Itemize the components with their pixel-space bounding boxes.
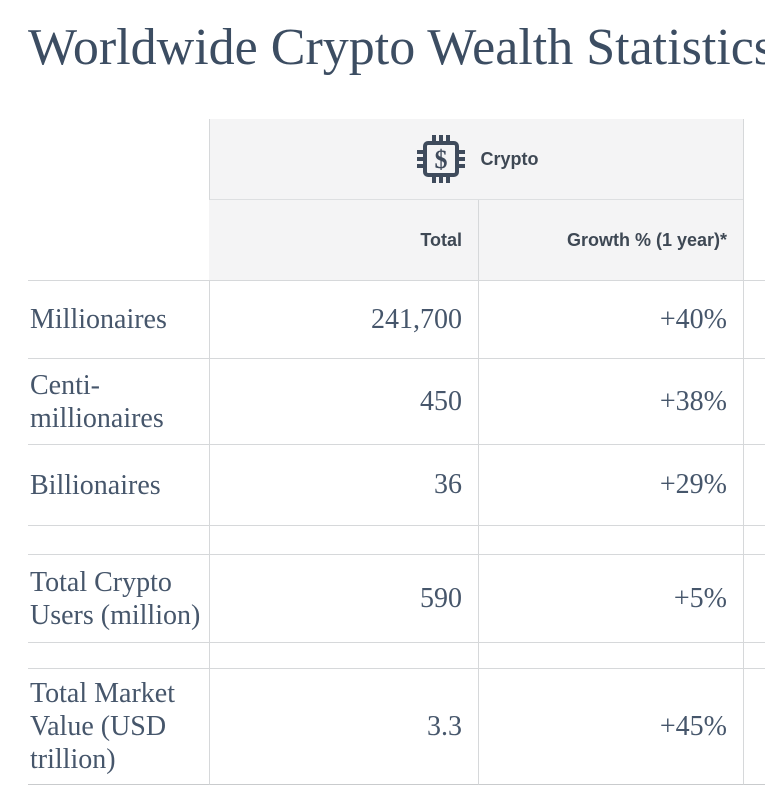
svg-text:$: $: [434, 145, 447, 174]
row-label-crypto-users: Total Crypto Users (million): [28, 554, 209, 642]
total-crypto-users: 590: [209, 554, 478, 642]
column-header-total: Total: [209, 200, 478, 280]
spacer-row: [209, 642, 478, 668]
clipped-next-column: [743, 525, 765, 554]
growth-crypto-users: +5%: [478, 554, 743, 642]
clipped-next-column: [743, 358, 765, 444]
crypto-wealth-table: $ Crypto Total Growth % (1 year)* Millio…: [28, 119, 765, 785]
growth-market-value: +45%: [478, 668, 743, 785]
growth-billionaires: +29%: [478, 444, 743, 525]
total-millionaires: 241,700: [209, 280, 478, 358]
spacer-row: [209, 525, 478, 554]
crypto-group-header: $ Crypto: [209, 119, 743, 200]
column-header-growth: Growth % (1 year)*: [478, 200, 743, 280]
page-title: Worldwide Crypto Wealth Statistics: [28, 19, 765, 76]
clipped-next-column: [743, 444, 765, 525]
row-label-billionaires: Billionaires: [28, 444, 209, 525]
subheader-empty-cell: [28, 200, 209, 280]
clipped-next-column: [743, 200, 765, 280]
clipped-next-column: [743, 642, 765, 668]
crypto-group-label: Crypto: [480, 148, 539, 169]
clipped-next-column: [743, 119, 765, 200]
spacer-row: [28, 525, 209, 554]
clipped-next-column: [743, 668, 765, 785]
clipped-next-column: [743, 554, 765, 642]
total-billionaires: 36: [209, 444, 478, 525]
row-label-market-value: Total Market Value (USD trillion): [28, 668, 209, 785]
spacer-row: [478, 642, 743, 668]
header-corner-cell: [28, 119, 209, 200]
spacer-row: [478, 525, 743, 554]
total-centi-millionaires: 450: [209, 358, 478, 444]
row-label-centi-millionaires: Centi-millionaires: [28, 358, 209, 444]
row-label-millionaires: Millionaires: [28, 280, 209, 358]
spacer-row: [28, 642, 209, 668]
dollar-chip-icon: $: [415, 133, 467, 185]
total-market-value: 3.3: [209, 668, 478, 785]
growth-centi-millionaires: +38%: [478, 358, 743, 444]
growth-millionaires: +40%: [478, 280, 743, 358]
clipped-next-column: [743, 280, 765, 358]
